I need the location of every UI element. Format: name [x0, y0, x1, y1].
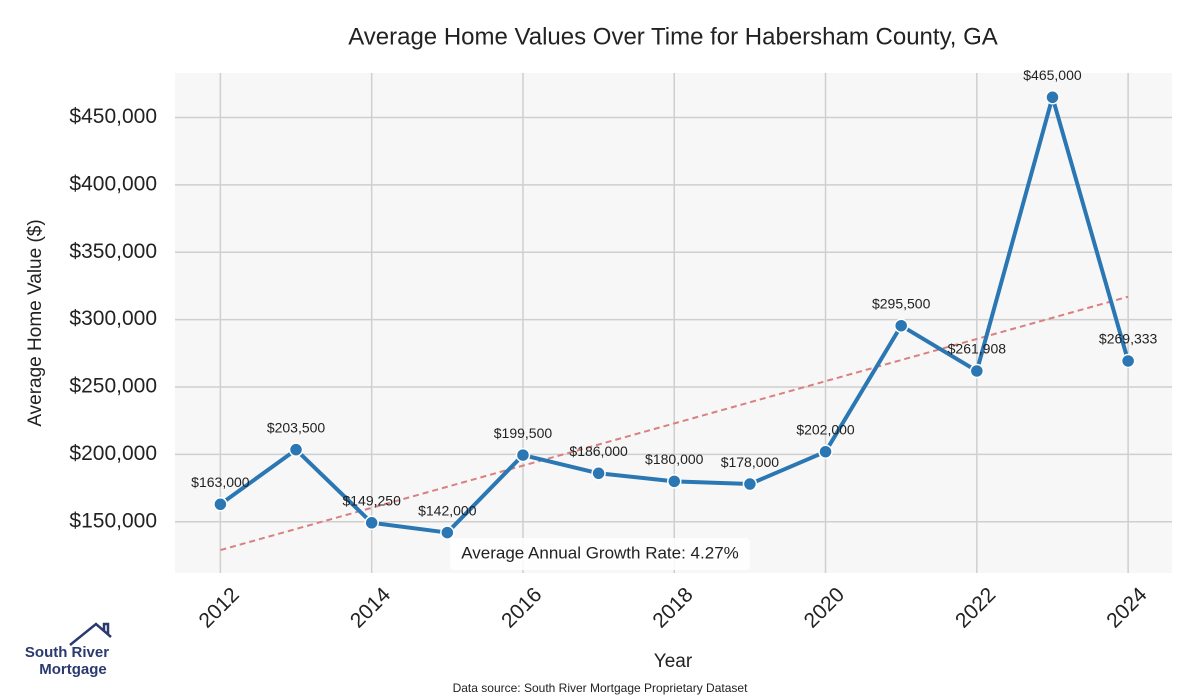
x-tick-label: 2020	[800, 583, 849, 632]
logo-house	[69, 622, 112, 646]
x-tick-label: 2016	[497, 583, 546, 632]
data-label: $178,000	[721, 454, 780, 470]
trend-line	[220, 295, 1129, 552]
chart-title: Average Home Values Over Time for Habers…	[348, 23, 998, 50]
data-point	[364, 515, 379, 531]
data-label: $199,500	[494, 425, 553, 441]
annotation: Average Annual Growth Rate: 4.27%	[461, 543, 739, 562]
y-tick-label: $250,000	[69, 375, 157, 398]
logo-text: Mortgage	[39, 661, 107, 678]
y-axis-label: Average Home Value ($)	[25, 219, 46, 426]
data-label: $180,000	[645, 451, 704, 467]
data-point	[969, 363, 985, 379]
y-tick-label: $350,000	[69, 240, 157, 263]
annotation-box	[450, 538, 750, 570]
data-point	[1120, 353, 1136, 369]
y-tick-label: $300,000	[69, 307, 157, 330]
data-point	[515, 447, 531, 463]
data-point	[440, 525, 455, 540]
marks: $163,000 $203,500 $149,250 $142,000 $199,500…	[191, 67, 1158, 552]
data-label: $142,000	[418, 502, 477, 518]
y-tick-label: $400,000	[69, 172, 157, 195]
x-tick-label: 2014	[346, 583, 396, 633]
data-label: $186,000	[569, 443, 628, 459]
data-point	[742, 476, 758, 492]
data-point	[667, 474, 682, 489]
x-tick-label: 2018	[648, 583, 697, 632]
data-label: $203,500	[267, 419, 326, 435]
data-point	[213, 497, 228, 512]
x-tick-label: 2012	[195, 583, 244, 632]
data-label: $269,333	[1099, 331, 1158, 347]
data-point	[1045, 90, 1060, 105]
data-point	[893, 318, 909, 333]
data-label: $465,000	[1023, 67, 1082, 83]
grid	[175, 73, 1172, 573]
plot-area	[175, 73, 1172, 573]
y-tick-label: $150,000	[69, 509, 157, 532]
data-label: $295,500	[872, 295, 931, 311]
data-point	[591, 466, 606, 481]
data-point	[288, 442, 304, 457]
logo-text: South River	[25, 644, 109, 661]
data-label: $202,000	[796, 421, 855, 437]
x-axis-label: Year	[654, 651, 693, 672]
x-tick-label: 2022	[951, 583, 1000, 632]
y-tick-label: $200,000	[69, 442, 157, 465]
source-note: Data source: South River Mortgage Propri…	[453, 681, 748, 695]
data-label: $149,250	[342, 493, 401, 509]
logo: South River Mortgage	[25, 622, 112, 678]
data-label: $261,908	[948, 341, 1007, 357]
data-point	[818, 444, 833, 459]
x-tick-label: 2024	[1102, 583, 1152, 633]
data-label: $163,000	[191, 474, 250, 490]
y-tick-label: $450,000	[69, 105, 157, 128]
